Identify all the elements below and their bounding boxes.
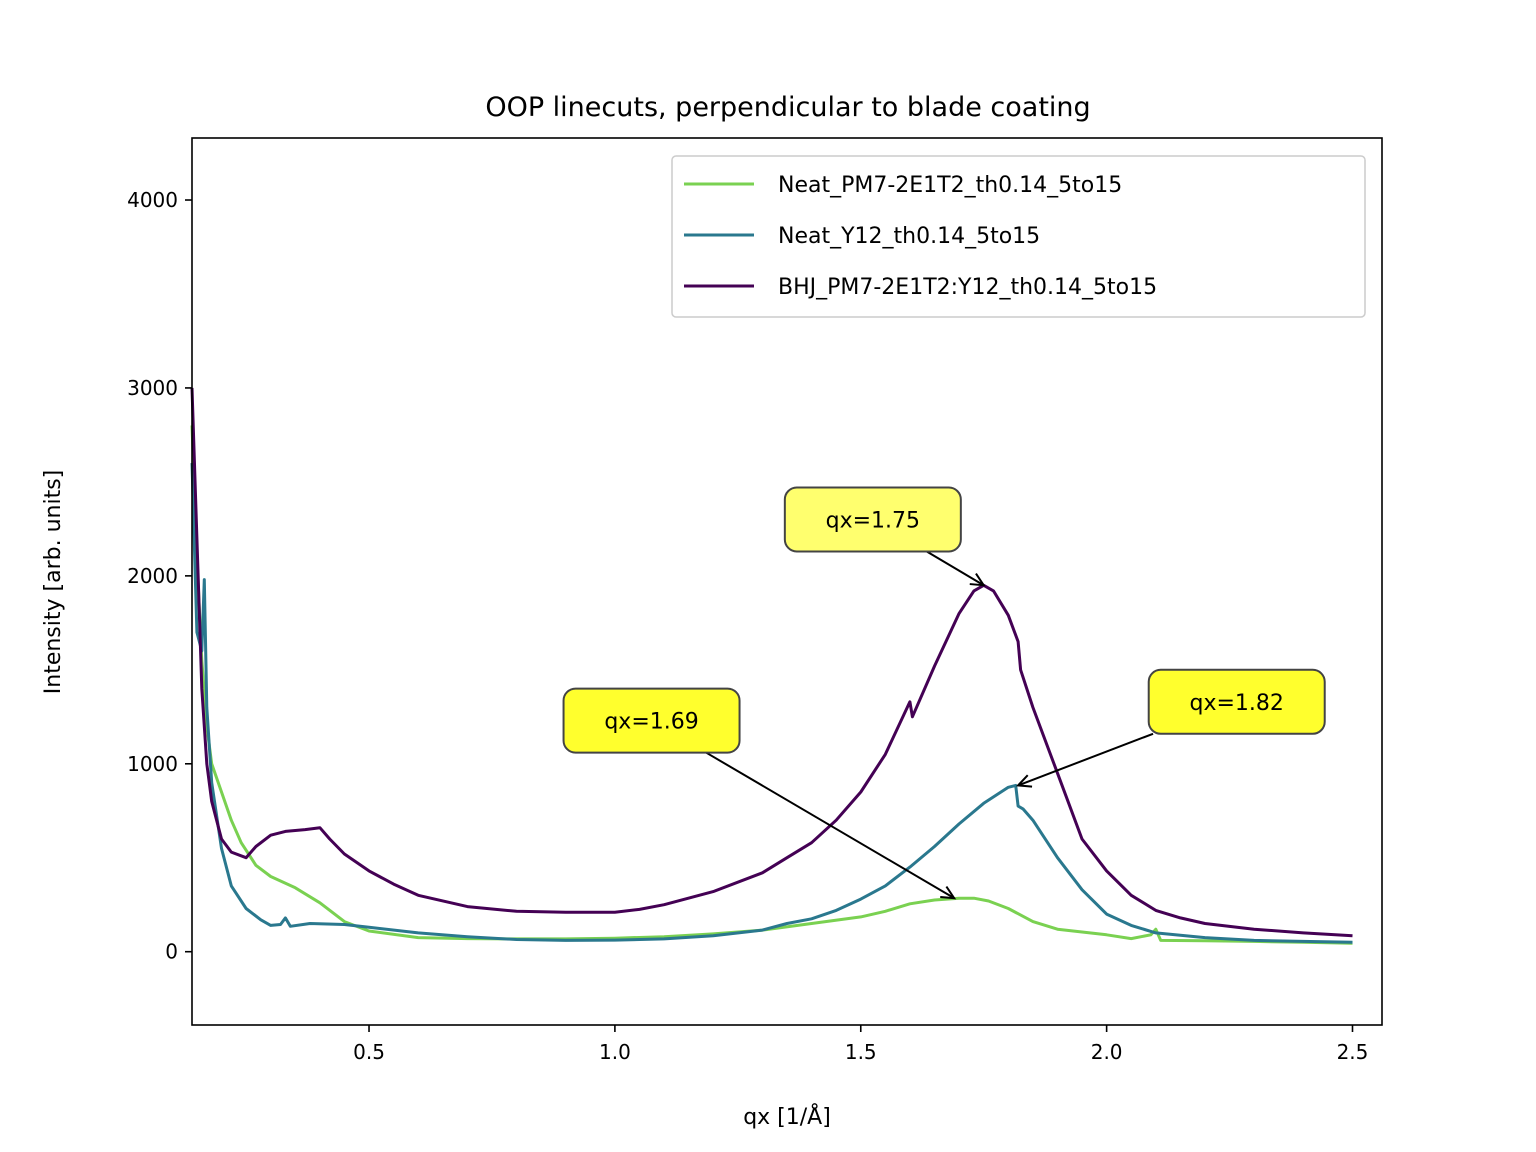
y-axis: 0 1000 2000 3000 4000 — [127, 188, 192, 964]
x-tick-label: 2.0 — [1091, 1040, 1123, 1064]
x-tick-label: 2.5 — [1337, 1040, 1369, 1064]
series-line-3 — [190, 387, 1353, 938]
annotation-label-3: qx=1.69 — [604, 710, 698, 735]
annotation-arrow-1 — [926, 550, 985, 587]
annotation-arrowhead-3 — [940, 885, 957, 900]
y-tick-label: 1000 — [127, 752, 178, 776]
legend: Neat_PM7-2E1T2_th0.14_5to15 Neat_Y12_th0.… — [671, 155, 1366, 318]
y-tick-label: 2000 — [127, 564, 178, 588]
legend-label-1: Neat_PM7-2E1T2_th0.14_5to15 — [778, 173, 1122, 198]
annotations: qx=1.75 qx=1.82 qx=1.69 — [562, 486, 1326, 900]
x-tick-label: 1.5 — [845, 1040, 877, 1064]
series-layer — [190, 387, 1353, 945]
y-tick-label: 3000 — [127, 376, 178, 400]
annotation-arrowhead-2 — [1015, 774, 1033, 788]
legend-label-2: Neat_Y12_th0.14_5to15 — [778, 224, 1040, 249]
x-axis: 0.5 1.0 1.5 2.0 2.5 — [353, 1025, 1368, 1064]
y-axis-label: Intensity [arb. units] — [41, 470, 66, 694]
annotation-arrow-3 — [705, 751, 955, 900]
y-tick-label: 0 — [165, 940, 178, 964]
series-line-2 — [190, 463, 1353, 944]
annotation-arrowhead-1 — [969, 573, 986, 587]
annotation-box-1 — [783, 486, 962, 553]
legend-box — [671, 155, 1366, 318]
annotation-label-2: qx=1.82 — [1190, 691, 1284, 716]
x-tick-label: 1.0 — [599, 1040, 631, 1064]
legend-label-3: BHJ_PM7-2E1T2:Y12_th0.14_5to15 — [778, 275, 1157, 300]
annotation-arrow-2 — [1017, 732, 1154, 787]
y-tick-label: 4000 — [127, 188, 178, 212]
x-axis-label: qx [1/Å] — [743, 1103, 831, 1130]
annotation-box-2 — [1147, 668, 1326, 735]
plot-frame — [191, 137, 1383, 1026]
annotation-box-3 — [562, 687, 741, 754]
x-tick-label: 0.5 — [353, 1040, 385, 1064]
chart-title: OOP linecuts, perpendicular to blade coa… — [485, 92, 1090, 123]
annotation-label-1: qx=1.75 — [826, 508, 920, 533]
